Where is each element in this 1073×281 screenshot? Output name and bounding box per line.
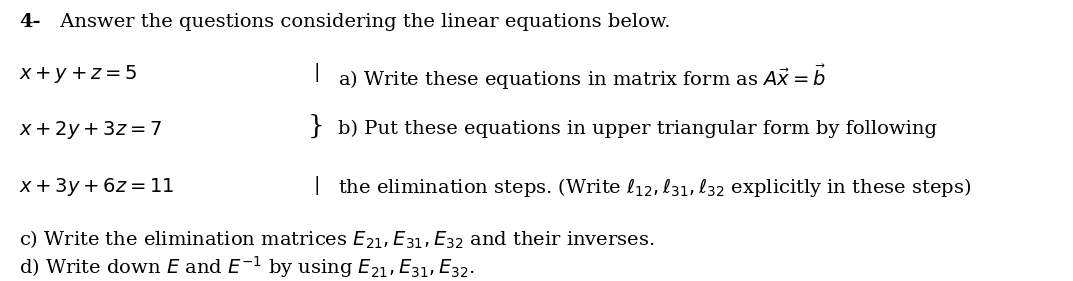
Text: e) Obtain $A$ by satisfying the factorization $A = LU$.: e) Obtain $A$ by satisfying the factoriz… xyxy=(19,279,506,281)
Text: Answer the questions considering the linear equations below.: Answer the questions considering the lin… xyxy=(54,13,671,31)
Text: $x + y + z = 5$: $x + y + z = 5$ xyxy=(19,63,137,85)
Text: $x + 3y + 6z = 11$: $x + 3y + 6z = 11$ xyxy=(19,176,175,198)
Text: $x + 2y + 3z = 7$: $x + 2y + 3z = 7$ xyxy=(19,119,162,141)
Text: 4-: 4- xyxy=(19,13,41,31)
Text: |: | xyxy=(313,176,320,195)
Text: d) Write down $E$ and $E^{-1}$ by using $E_{21}, E_{31}, E_{32}$.: d) Write down $E$ and $E^{-1}$ by using … xyxy=(19,254,475,280)
Text: c) Write the elimination matrices $E_{21}, E_{31}, E_{32}$ and their inverses.: c) Write the elimination matrices $E_{21… xyxy=(19,229,656,251)
Text: }: } xyxy=(308,114,325,139)
Text: b) Put these equations in upper triangular form by following: b) Put these equations in upper triangul… xyxy=(338,119,937,138)
Text: a) Write these equations in matrix form as $A\vec{x} = \vec{b}$: a) Write these equations in matrix form … xyxy=(338,63,826,92)
Text: the elimination steps. (Write $\ell_{12}, \ell_{31}, \ell_{32}$ explicitly in th: the elimination steps. (Write $\ell_{12}… xyxy=(338,176,971,199)
Text: |: | xyxy=(313,63,320,82)
